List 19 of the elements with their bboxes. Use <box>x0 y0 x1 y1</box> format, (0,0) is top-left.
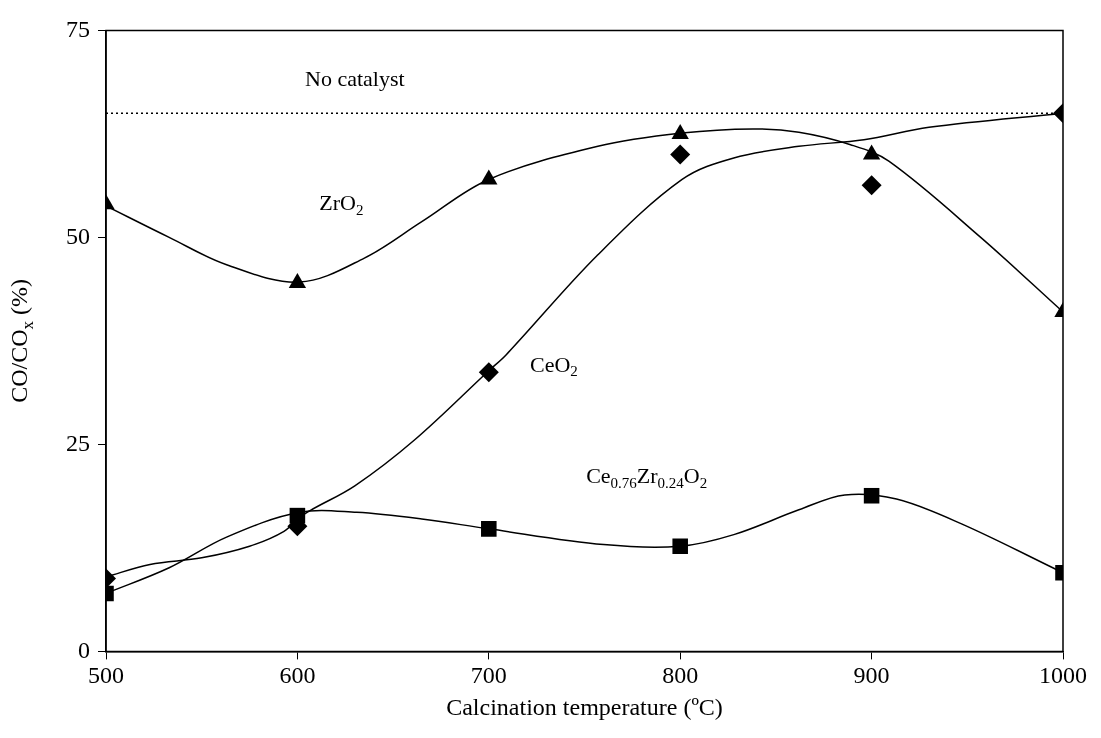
point <box>478 362 499 383</box>
point <box>481 521 497 537</box>
y-tick-label: 50 <box>66 222 90 249</box>
x-tick-label: 1000 <box>1039 662 1087 689</box>
point <box>288 272 307 288</box>
ref-line-label: No catalyst <box>305 65 405 91</box>
x-axis-title: Calcination temperature (ºC) <box>446 693 723 720</box>
x-tick-label: 900 <box>853 662 890 689</box>
y-tick-label: 75 <box>66 15 90 42</box>
point <box>672 538 688 555</box>
y-tick-label: 0 <box>78 636 90 663</box>
point <box>671 123 689 139</box>
x-tick-label: 800 <box>662 662 699 689</box>
point <box>480 169 498 185</box>
x-tick-label: 500 <box>88 662 124 689</box>
x-tick-label: 600 <box>279 662 316 689</box>
y-tick-label: 25 <box>66 429 90 456</box>
y-axis-title: CO/COx (%) <box>6 278 37 403</box>
x-tick-label: 700 <box>470 662 507 689</box>
